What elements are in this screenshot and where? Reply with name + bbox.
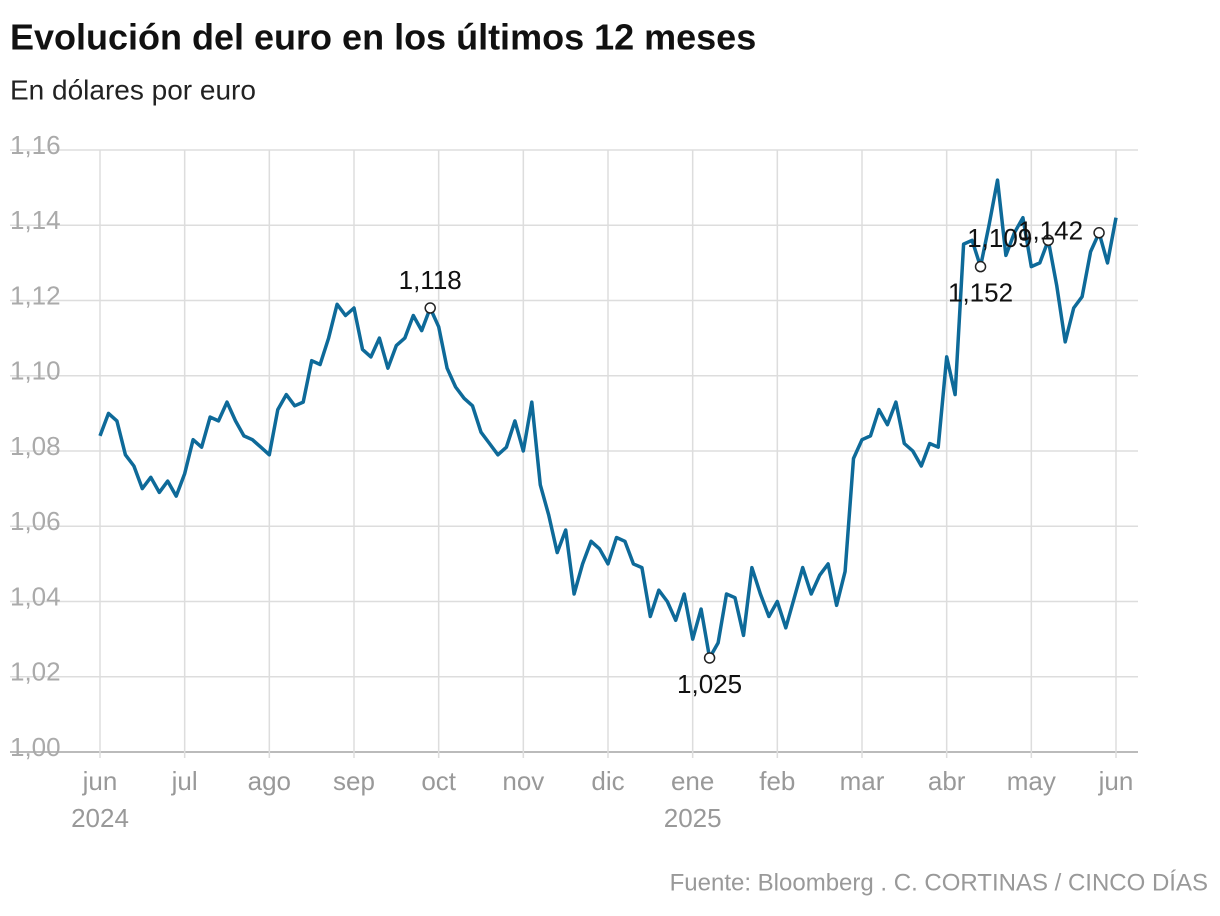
x-tick-label: dic [591, 766, 624, 796]
x-tick-label: may [1007, 766, 1056, 796]
point-marker [703, 652, 716, 664]
y-tick-label: 1,12 [10, 280, 61, 310]
line [98, 178, 1118, 660]
x-tick-label: jun [1098, 766, 1134, 796]
source: Fuente: Bloomberg . C. CORTINAS / CINCO … [670, 869, 1208, 896]
x-year-label: 2025 [664, 803, 722, 833]
chart-subtitle: En dólares por euro [10, 74, 256, 105]
y-tick-label: 1,16 [10, 130, 61, 160]
point-marker [424, 302, 436, 314]
chart-title: Evolución del euro en los últimos 12 mes… [10, 17, 756, 58]
value-label: 1,142 [1018, 216, 1083, 246]
point-marker [974, 260, 987, 273]
y-tick-label: 1,14 [10, 205, 61, 235]
x-tick-label: mar [840, 766, 885, 796]
x-tick-label: jul [171, 766, 198, 796]
value-label: 1,152 [948, 278, 1013, 308]
x-tick-label: ene [671, 766, 714, 796]
point-marker [1093, 227, 1105, 239]
x-tick-label: jun [82, 766, 118, 796]
x-year-label: 2024 [71, 803, 129, 833]
y-tick-label: 1,08 [10, 431, 61, 461]
point-marker [1042, 234, 1055, 247]
x-tick-label: nov [502, 766, 544, 796]
x-tick-label: feb [759, 766, 795, 796]
value-label: 1,025 [677, 669, 742, 699]
y-tick-label: 1,02 [10, 657, 61, 687]
y-tick-label: 1,04 [10, 581, 61, 611]
x-tick-label: ago [248, 766, 291, 796]
value-label: 1,109 [967, 223, 1032, 253]
value-label: 1,118 [399, 265, 462, 295]
x-tick-label: abr [928, 766, 966, 796]
y-tick-label: 1,06 [10, 506, 61, 536]
x-tick-label: oct [421, 766, 456, 796]
y-tick-label: 1,10 [10, 356, 61, 386]
x-tick-label: sep [333, 766, 375, 796]
y-tick-label: 1,00 [10, 732, 61, 762]
